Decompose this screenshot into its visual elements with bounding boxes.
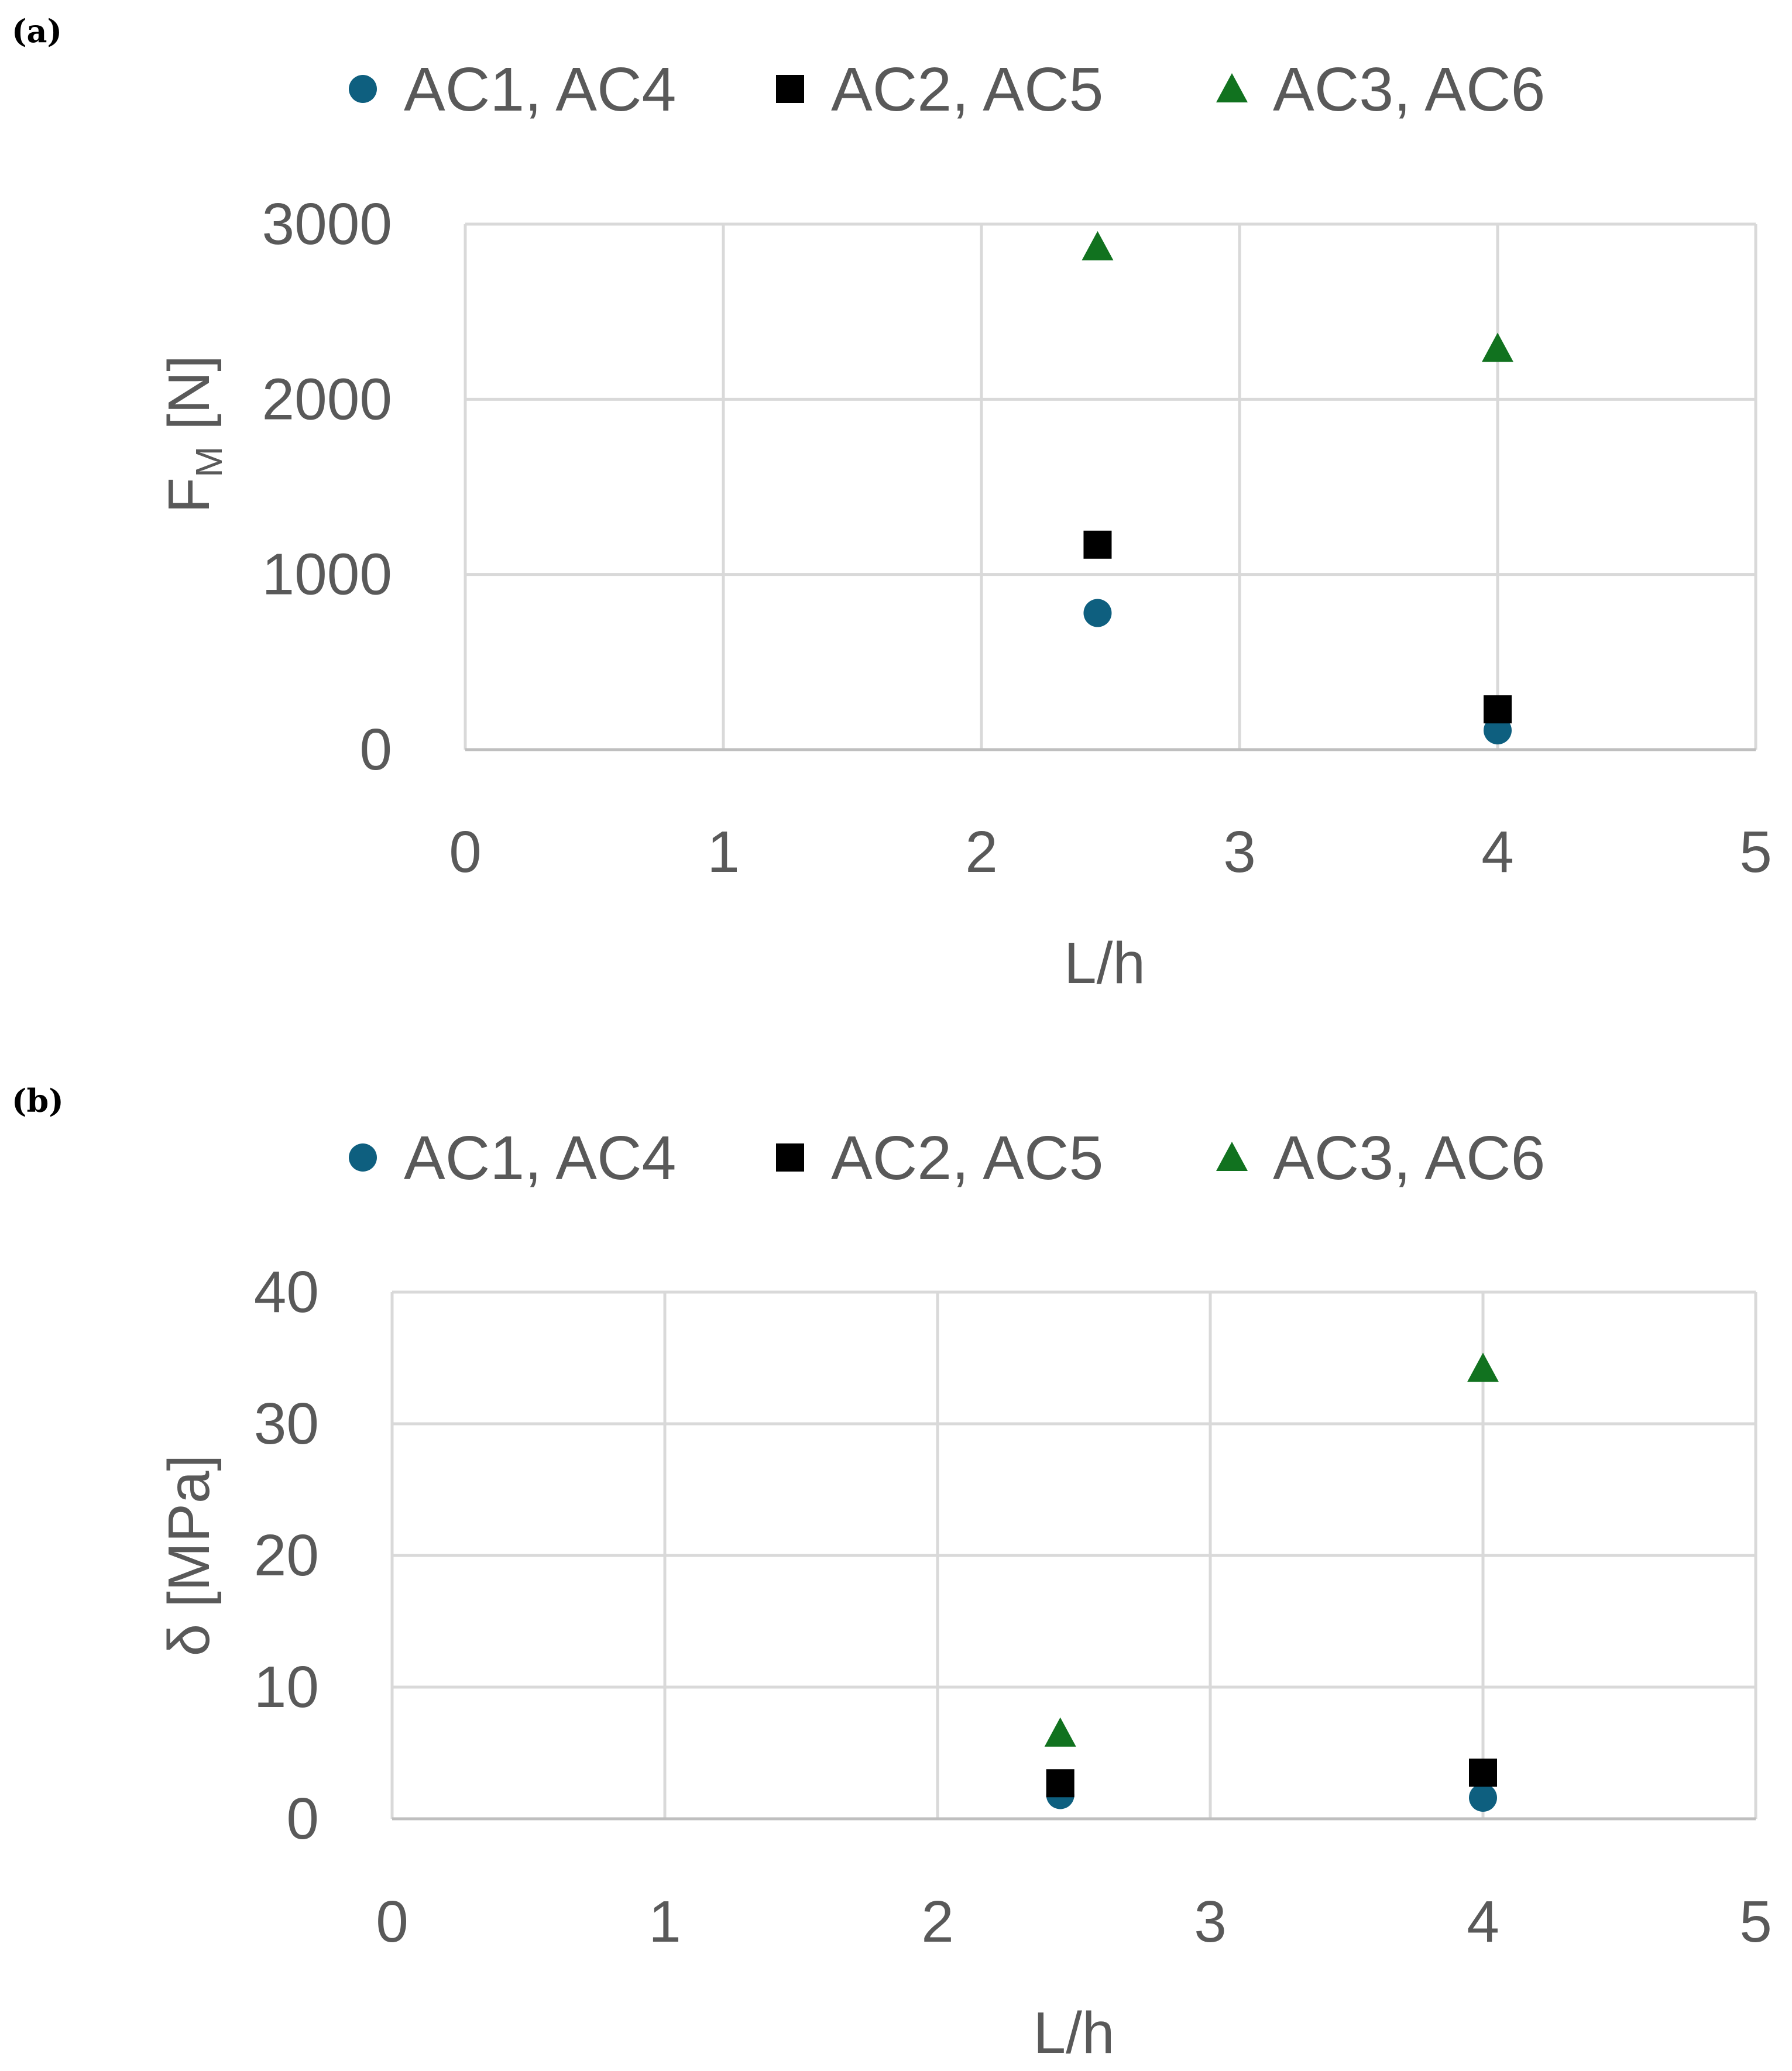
x-tick-label: 4 [1467, 1889, 1499, 1955]
x-tick-label: 1 [707, 819, 740, 885]
data-point-square [1083, 530, 1112, 559]
legend-marker-square [776, 75, 804, 103]
data-point-square [1046, 1769, 1074, 1798]
legend-label: AC2, AC5 [831, 1124, 1103, 1193]
x-tick-label: 5 [1739, 1889, 1772, 1955]
x-tick-label: 3 [1194, 1889, 1227, 1955]
legend-marker-circle [349, 75, 377, 103]
data-point-triangle [1467, 1352, 1499, 1382]
y-tick-label: 3000 [262, 191, 392, 257]
legend-label: AC1, AC4 [404, 1124, 676, 1193]
legend-marker-square [776, 1143, 804, 1172]
legend-label: AC2, AC5 [831, 55, 1103, 124]
legend-label: AC3, AC6 [1273, 55, 1545, 124]
y-tick-label: 10 [254, 1654, 319, 1720]
y-tick-label: 20 [254, 1523, 319, 1588]
panel-label: (a) [12, 12, 62, 50]
x-tick-label: 5 [1739, 819, 1772, 885]
data-point-circle [1469, 1784, 1497, 1812]
legend-marker-triangle [1216, 73, 1248, 102]
x-axis-title: L/h [1033, 2000, 1114, 2066]
x-tick-label: 3 [1223, 819, 1256, 885]
x-tick-label: 1 [648, 1889, 681, 1955]
chart-panel-b: (b) AC1, AC4 AC2, AC5 AC3, AC6 0 10 20 30 40 0 1 2 3… [12, 1082, 1772, 2066]
panel-label: (b) [12, 1082, 64, 1119]
legend-label: AC1, AC4 [404, 55, 676, 124]
data-point-triangle [1044, 1717, 1076, 1747]
x-tick-label: 0 [376, 1889, 408, 1955]
x-tick-label: 4 [1481, 819, 1514, 885]
x-tick-label: 2 [965, 819, 998, 885]
y-tick-label: 30 [254, 1391, 319, 1457]
data-point-square [1484, 695, 1512, 724]
chart-panel-a: (a) AC1, AC4 AC2, AC5 AC3, AC6 0 1000 2000 3000… [12, 12, 1772, 996]
y-tick-label: 1000 [262, 542, 392, 607]
data-point-square [1469, 1759, 1497, 1787]
legend: AC1, AC4 AC2, AC5 AC3, AC6 [349, 55, 1545, 124]
y-tick-label: 0 [359, 717, 392, 782]
y-axis-title: δ [MPa] [156, 1455, 222, 1657]
legend-marker-circle [349, 1143, 377, 1172]
y-axis-title: FM [N] [156, 355, 230, 513]
y-tick-label: 40 [254, 1259, 319, 1325]
x-tick-label: 2 [921, 1889, 954, 1955]
x-tick-label: 0 [449, 819, 482, 885]
y-tick-label: 0 [286, 1786, 319, 1852]
data-point-triangle [1082, 231, 1114, 260]
data-point-triangle [1482, 332, 1513, 362]
x-axis-title: L/h [1064, 930, 1145, 996]
legend: AC1, AC4 AC2, AC5 AC3, AC6 [349, 1124, 1545, 1193]
data-point-circle [1083, 599, 1112, 627]
legend-label: AC3, AC6 [1273, 1124, 1545, 1193]
y-tick-label: 2000 [262, 366, 392, 432]
legend-marker-triangle [1216, 1142, 1248, 1171]
